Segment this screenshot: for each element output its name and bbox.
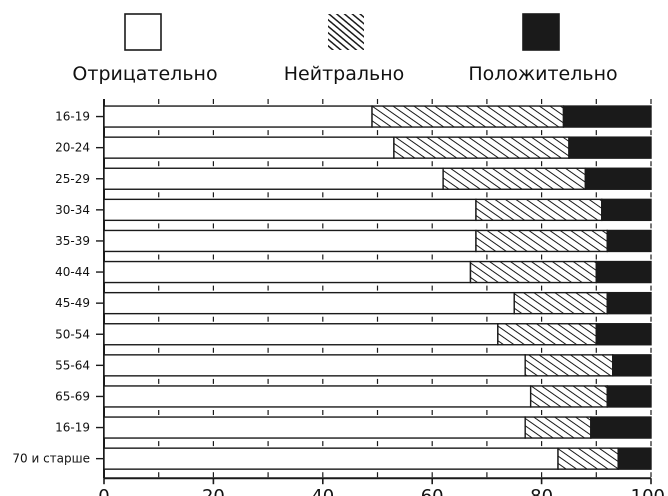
x-tick-label: 60 [421, 486, 444, 496]
bar-segment-10-0 [103, 416, 526, 439]
legend-swatch-0 [124, 13, 162, 51]
bar-segment-3-1 [475, 198, 603, 222]
bar-segment-6-2 [606, 291, 652, 315]
category-label: 50-54 [55, 327, 90, 341]
bar-segment-7-2 [595, 323, 652, 346]
x-tick-label: 0 [98, 486, 109, 496]
bar-segment-5-2 [595, 260, 652, 284]
bar-segment-10-2 [590, 416, 652, 439]
bar-segment-3-2 [601, 198, 652, 222]
category-label: 45-49 [55, 296, 90, 310]
bar-segment-5-1 [469, 260, 597, 284]
category-label: 70 и старше [12, 452, 90, 466]
bar-segment-11-0 [103, 447, 559, 470]
bar-segment-6-1 [513, 291, 608, 315]
bar-segment-8-2 [612, 354, 652, 377]
legend-swatch-2 [522, 13, 560, 51]
category-label: 16-19 [55, 110, 90, 124]
bar-segment-7-1 [497, 323, 597, 346]
bar-segment-0-0 [103, 105, 373, 128]
bar-segment-11-1 [557, 447, 619, 470]
bar-segment-4-0 [103, 229, 477, 253]
legend-label-0: Отрицательно [72, 63, 217, 85]
bar-segment-7-0 [103, 323, 499, 346]
x-tick-label: 20 [202, 486, 225, 496]
bar-segment-0-1 [371, 105, 565, 128]
bar-segment-2-0 [103, 167, 444, 190]
category-label: 40-44 [55, 265, 90, 279]
bar-segment-8-1 [524, 354, 614, 377]
category-label: 55-64 [55, 358, 90, 372]
bar-segment-0-2 [562, 105, 652, 128]
legend-label-2: Положительно [468, 63, 617, 85]
bar-segment-5-0 [103, 260, 472, 284]
bar-segment-9-2 [606, 385, 652, 408]
bar-segment-4-1 [475, 229, 608, 253]
bar-segment-2-2 [584, 167, 652, 190]
category-label: 16-19 [55, 421, 90, 435]
bar-segment-9-0 [103, 385, 532, 408]
category-label: 20-24 [55, 141, 90, 155]
legend-swatch-1 [328, 14, 364, 50]
bar-segment-2-1 [442, 167, 587, 190]
category-label: 65-69 [55, 389, 90, 403]
x-tick-label: 100 [631, 486, 665, 496]
bar-segment-1-2 [568, 136, 652, 159]
bar-segment-11-2 [617, 447, 652, 470]
category-label: 30-34 [55, 203, 90, 217]
bar-segment-3-0 [103, 198, 477, 222]
category-label: 25-29 [55, 172, 90, 186]
bar-segment-4-2 [606, 229, 652, 253]
plot-area: 16-19 20-24 25-29 30-34 35-39 40-44 45-49 50-54… [12, 99, 665, 496]
legend: Отрицательно Нейтрально Положительно [72, 13, 618, 85]
bar-segment-8-0 [103, 354, 526, 377]
category-label: 35-39 [55, 234, 90, 248]
bar-segment-9-1 [529, 385, 608, 408]
bar-segment-6-0 [103, 291, 515, 315]
bar-segment-10-1 [524, 416, 592, 439]
x-tick-label: 80 [530, 486, 553, 496]
x-tick-label: 40 [311, 486, 334, 496]
legend-label-1: Нейтрально [284, 63, 405, 85]
bar-segment-1-0 [103, 136, 395, 159]
bar-segment-1-1 [393, 136, 570, 159]
